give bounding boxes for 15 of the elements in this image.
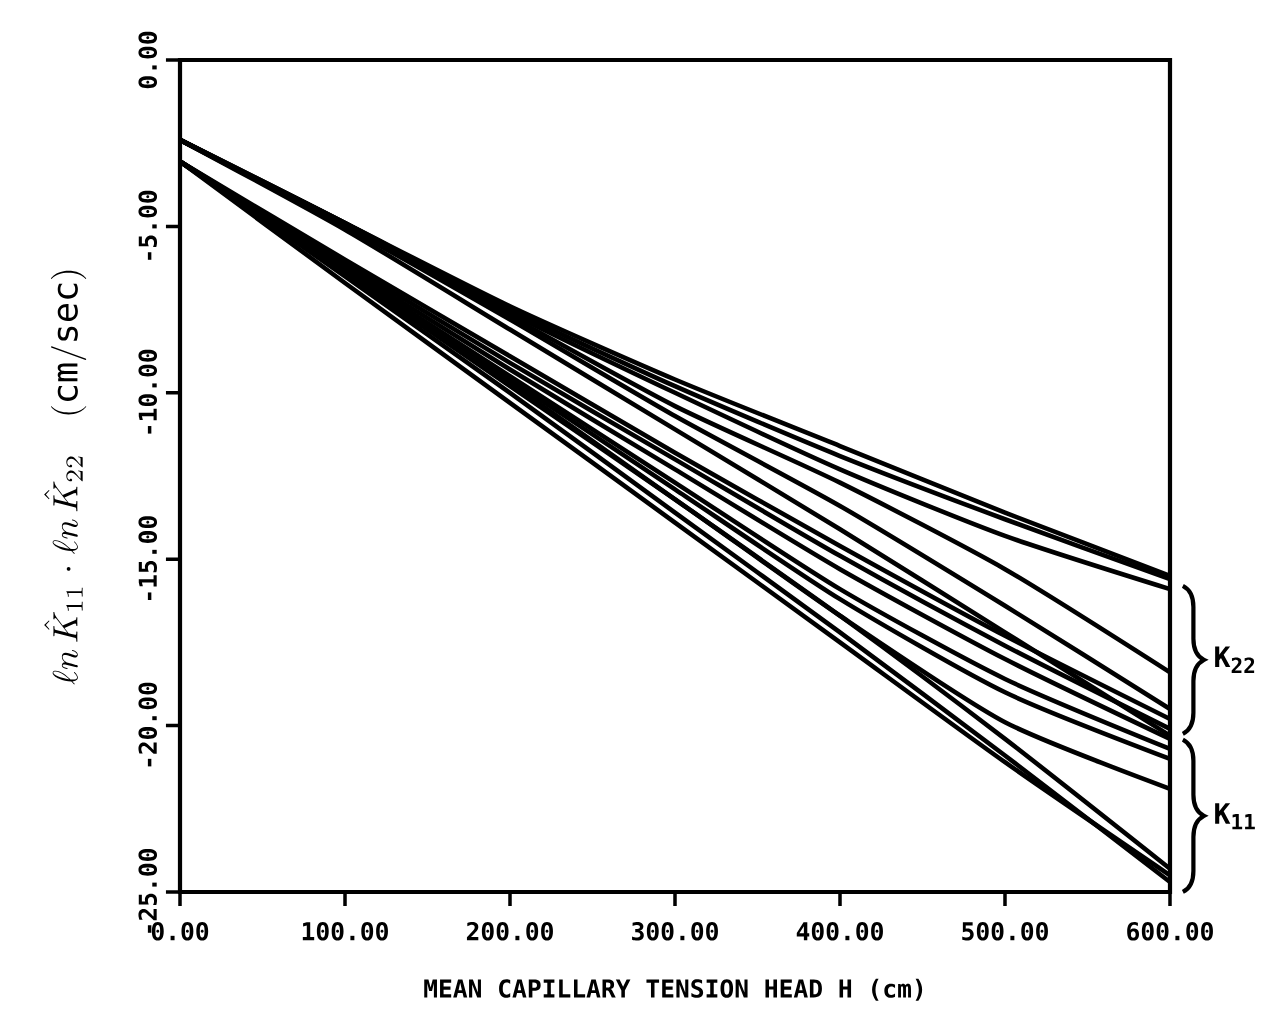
x-tick-label: 200.00 [466, 921, 553, 941]
text: K$_{11}$ [1215, 803, 1255, 830]
y-tick-label: -10.00 [138, 349, 158, 434]
y-tick-label: -20.00 [138, 682, 158, 767]
y-tick-label: -5.00 [138, 190, 158, 260]
y-tick-label: 0.00 [138, 31, 158, 89]
x-axis-title: MEAN CAPILLARY TENSION HEAD H (cm) [424, 978, 923, 1001]
x-tick-label: 100.00 [302, 921, 388, 941]
text: K$_{22}$ [1215, 646, 1255, 674]
x-tick-label: 300.00 [632, 921, 718, 941]
y-tick-label: -15.00 [138, 516, 158, 600]
x-tick-label: 600.00 [1127, 921, 1213, 941]
y-axis-title: $\ell n\,\hat{K}_{11}\;\mathbf{\cdot}\;\ell n\,\hat{K}_{22}\quad(\mathrm{cm/sec})$ [44, 270, 87, 685]
x-tick-label: 400.00 [796, 921, 883, 941]
x-tick-label: 500.00 [962, 921, 1048, 941]
